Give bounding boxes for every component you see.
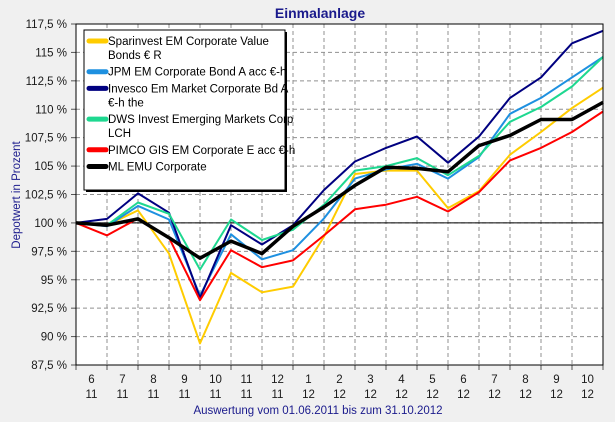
x-tick-label-month: 8 <box>522 374 528 386</box>
legend-label: JPM EM Corporate Bond A acc €-h <box>108 67 286 79</box>
y-axis-label: Depotwert in Prozent <box>11 141 23 249</box>
x-tick-label-month: 7 <box>119 374 125 386</box>
x-tick-label-month: 7 <box>491 374 497 386</box>
x-tick-label-month: 6 <box>88 374 94 386</box>
x-tick-label-year: 12 <box>457 389 470 401</box>
y-tick-label: 97,5 % <box>31 246 67 258</box>
y-tick-label: 100 % <box>34 218 67 230</box>
x-tick-label-year: 11 <box>117 389 129 401</box>
y-tick-label: 92,5 % <box>31 303 67 315</box>
y-tick-label: 105 % <box>34 161 67 173</box>
y-tick-label: 112,5 % <box>26 76 67 88</box>
series-line-3 <box>75 56 604 271</box>
x-tick-label-year: 11 <box>86 389 98 401</box>
legend-label: DWS Invest Emerging Markets Corp <box>108 114 293 126</box>
x-tick-label-year: 12 <box>395 389 408 401</box>
x-tick-label-year: 12 <box>519 389 532 401</box>
x-tick-label-year: 12 <box>333 389 346 401</box>
series-group <box>75 23 604 366</box>
x-tick-label-month: 5 <box>429 374 435 386</box>
series-line-5 <box>75 100 604 260</box>
legend-label: PIMCO GIS EM Corporate E acc €-h <box>108 145 295 157</box>
legend-label: Bonds € R <box>108 50 162 62</box>
legend-label: ML EMU Corporate <box>108 162 207 174</box>
x-tick-label-year: 12 <box>488 389 501 401</box>
x-tick-label-year: 12 <box>581 389 594 401</box>
y-tick-label: 107,5 % <box>25 133 67 145</box>
x-tick-label-month: 3 <box>367 374 373 386</box>
x-tick-label-year: 11 <box>210 389 222 401</box>
x-axis: 6117118119111011111112111122123124125126… <box>75 365 604 401</box>
x-tick-label-month: 2 <box>336 374 342 386</box>
x-tick-label-month: 11 <box>241 374 253 386</box>
x-tick-label-month: 1 <box>305 374 311 386</box>
x-tick-label-month: 8 <box>150 374 156 386</box>
y-axis: 87,5 % 90 % 92,5 % 95 % 97,5 % 100 % 102,5 % 10… <box>25 19 76 372</box>
series-line-2 <box>75 29 604 299</box>
legend-label: €-h the <box>108 97 144 109</box>
x-tick-label-year: 11 <box>148 389 160 401</box>
x-tick-label-month: 4 <box>398 374 405 386</box>
x-tick-label-year: 11 <box>241 389 253 401</box>
legend-box <box>83 29 286 191</box>
x-tick-label-year: 12 <box>302 389 315 401</box>
legend-label: Invesco Em Market Corporate Bd A <box>108 83 289 95</box>
y-tick-label: 102,5 % <box>25 190 67 202</box>
x-tick-label-month: 10 <box>209 374 222 386</box>
x-tick-label-year: 12 <box>426 389 439 401</box>
series-line-1 <box>75 56 604 297</box>
x-tick-label-year: 11 <box>179 389 191 401</box>
x-tick-label-month: 12 <box>271 374 284 386</box>
x-axis-label: Auswertung vom 01.06.2011 bis zum 31.10.… <box>193 405 442 417</box>
x-tick-label-year: 12 <box>550 389 563 401</box>
x-tick-label-month: 10 <box>581 374 594 386</box>
x-tick-label-month: 6 <box>460 374 466 386</box>
x-tick-label-year: 11 <box>272 389 284 401</box>
x-tick-label-month: 9 <box>553 374 559 386</box>
y-tick-label: 115 % <box>35 47 67 59</box>
chart-title: Einmalanlage <box>275 5 365 21</box>
legend-label: LCH <box>108 128 131 140</box>
y-tick-label: 110 % <box>35 104 67 116</box>
x-tick-label-year: 12 <box>364 389 377 401</box>
y-tick-label: 90 % <box>41 332 67 344</box>
x-tick-label-month: 9 <box>181 374 187 386</box>
series-line-0 <box>75 86 604 345</box>
legend-label: Sparinvest EM Corporate Value <box>108 36 269 48</box>
y-tick-label: 117,5 % <box>26 19 67 31</box>
legend: Sparinvest EM Corporate Value Bonds € R JP… <box>83 29 295 192</box>
plot-frame <box>75 23 604 366</box>
y-tick-label: 87,5 % <box>31 360 67 372</box>
y-tick-label: 95 % <box>41 275 67 287</box>
